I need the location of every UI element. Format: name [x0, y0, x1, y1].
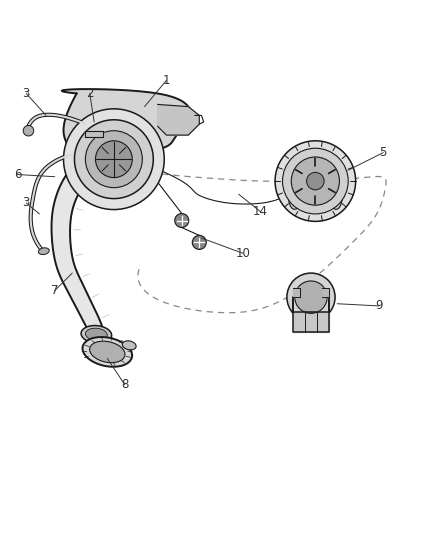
Polygon shape — [158, 104, 199, 135]
Text: 8: 8 — [121, 378, 128, 391]
Text: 5: 5 — [380, 146, 387, 159]
Circle shape — [192, 236, 206, 249]
Polygon shape — [293, 288, 300, 297]
Text: 3: 3 — [23, 87, 30, 100]
Circle shape — [283, 148, 348, 214]
Polygon shape — [322, 288, 328, 297]
Circle shape — [295, 281, 327, 313]
Circle shape — [64, 109, 164, 209]
Polygon shape — [77, 155, 123, 168]
Circle shape — [275, 141, 356, 221]
Polygon shape — [293, 312, 328, 332]
Ellipse shape — [39, 248, 49, 255]
Ellipse shape — [90, 341, 125, 362]
Circle shape — [85, 131, 142, 188]
Ellipse shape — [81, 326, 112, 343]
Circle shape — [287, 273, 335, 321]
Ellipse shape — [82, 337, 132, 367]
Circle shape — [74, 120, 153, 199]
Ellipse shape — [288, 166, 307, 209]
Text: 1: 1 — [162, 74, 170, 87]
Text: 10: 10 — [236, 247, 251, 260]
Polygon shape — [85, 131, 103, 138]
Text: 6: 6 — [14, 168, 21, 181]
Circle shape — [307, 172, 324, 190]
Circle shape — [291, 157, 339, 205]
Ellipse shape — [122, 341, 136, 350]
Polygon shape — [52, 125, 147, 335]
Text: 2: 2 — [86, 87, 94, 100]
Ellipse shape — [323, 166, 343, 209]
Polygon shape — [62, 89, 191, 155]
Circle shape — [95, 141, 132, 177]
Text: 7: 7 — [51, 284, 59, 297]
Text: 3: 3 — [23, 197, 30, 209]
Circle shape — [175, 214, 189, 228]
Text: 9: 9 — [375, 300, 383, 312]
Circle shape — [23, 125, 34, 136]
Text: 14: 14 — [253, 205, 268, 218]
Ellipse shape — [85, 328, 107, 341]
